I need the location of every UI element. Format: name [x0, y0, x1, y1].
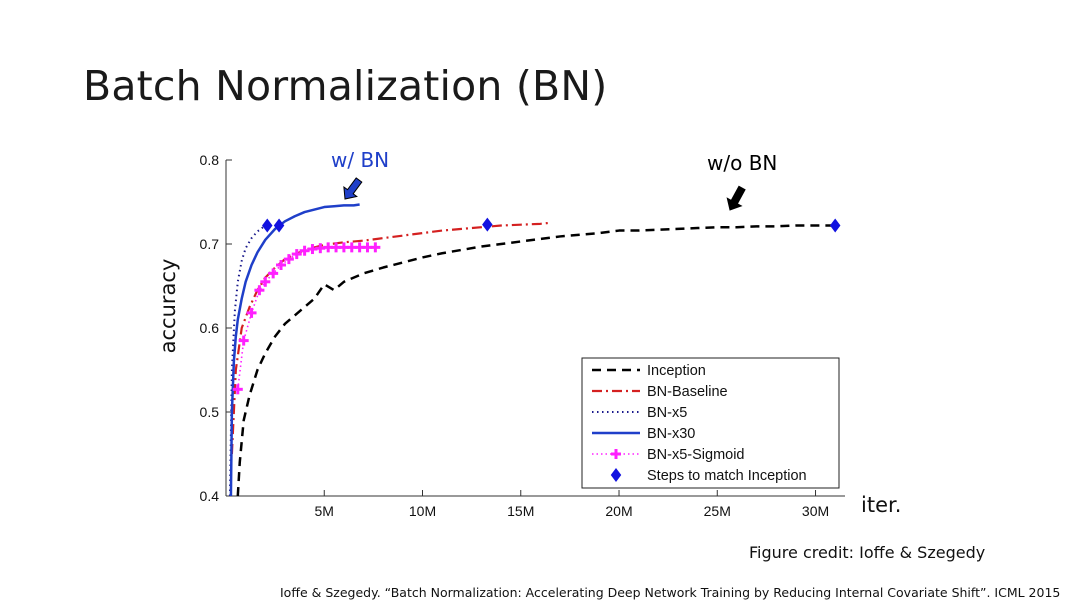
- data-point-bn-x5-sigmoid: [232, 384, 243, 395]
- annotation-w-o-bn: w/o BN: [707, 151, 777, 175]
- legend-box: [581, 357, 840, 489]
- chart-axes: 0.4 0.5 0.6 0.7 0.8 5M 10M 15M 20M 25M 30M: [200, 152, 845, 519]
- series-line-bn-x5: [228, 224, 266, 497]
- legend-marker: [610, 468, 622, 482]
- data-point-steps-to-match-inception: [262, 218, 273, 233]
- data-point-bn-x5-sigmoid: [291, 249, 302, 260]
- data-point-bn-x5-sigmoid: [370, 242, 381, 253]
- legend-item-bn-x5-sigmoid: BN-x5-Sigmoid: [592, 447, 745, 463]
- series-bn-x30: [229, 203, 360, 497]
- data-point-bn-x5-sigmoid: [268, 268, 279, 279]
- figure-credit: Figure credit: Ioffe & Szegedy: [749, 543, 986, 562]
- y-tick-label: 0.5: [200, 404, 220, 420]
- x-tick-label: 5M: [315, 503, 334, 519]
- chart-series: [228, 203, 841, 497]
- chart-annotations: w/ BN w/o BN: [331, 148, 777, 211]
- arrow-icon: [726, 185, 746, 211]
- arrow-shape: [343, 177, 363, 200]
- data-point-steps-to-match-inception: [829, 218, 841, 233]
- legend-label: BN-x5-Sigmoid: [647, 447, 745, 463]
- legend-label: Inception: [647, 363, 706, 379]
- legend-label: BN-Baseline: [647, 384, 728, 400]
- x-tick-label: 30M: [802, 503, 829, 519]
- legend-label: BN-x5: [647, 405, 687, 421]
- data-point-steps-to-match-inception: [273, 218, 285, 233]
- arrow-icon: [343, 177, 363, 200]
- citation: Ioffe & Szegedy. “Batch Normalization: A…: [280, 585, 1061, 600]
- chart-legend: Inception BN-Baseline BN-x5 BN-x30 BN-x5-Sig…: [581, 357, 840, 489]
- y-tick-label: 0.7: [200, 236, 220, 252]
- legend-label: Steps to match Inception: [647, 468, 807, 484]
- y-tick-label: 0.4: [200, 488, 220, 504]
- data-point-bn-x5-sigmoid: [299, 245, 310, 256]
- series-inception: [236, 224, 836, 497]
- series-steps-to-match-inception: [262, 217, 841, 233]
- x-tick-label: 25M: [704, 503, 731, 519]
- series-line-bn-baseline: [230, 221, 549, 455]
- legend-item-inception: Inception: [592, 363, 706, 379]
- arrow-shape: [726, 185, 746, 211]
- x-axis-label: iter.: [861, 493, 902, 517]
- legend-item-bn-baseline: BN-Baseline: [592, 384, 728, 400]
- data-point-bn-x5-sigmoid: [246, 307, 257, 318]
- data-point-steps-to-match-inception: [482, 217, 493, 232]
- data-point-bn-x5-sigmoid: [283, 254, 294, 265]
- series-line-inception: [236, 224, 836, 497]
- series-bn-x5-sigmoid: [232, 242, 381, 395]
- data-point-bn-x5-sigmoid: [238, 335, 249, 346]
- legend-item-bn-x5: BN-x5: [592, 405, 687, 421]
- series-line-bn-x5-sigmoid: [236, 246, 376, 390]
- series-bn-x5: [228, 224, 266, 497]
- data-point-bn-x5-sigmoid: [260, 276, 271, 287]
- series-bn-baseline: [230, 221, 549, 455]
- x-tick-label: 20M: [605, 503, 632, 519]
- data-point-bn-x5-sigmoid: [276, 260, 287, 270]
- legend-marker: [611, 449, 621, 459]
- y-tick-label: 0.6: [200, 320, 220, 336]
- data-point-bn-x5-sigmoid: [254, 285, 265, 296]
- annotation-w-bn: w/ BN: [331, 148, 389, 172]
- legend-item-bn-x30: BN-x30: [592, 426, 695, 442]
- series-line-bn-x30: [229, 203, 360, 497]
- x-tick-label: 10M: [409, 503, 436, 519]
- legend-item-steps-to-match-inception: Steps to match Inception: [610, 468, 807, 484]
- legend-label: BN-x30: [647, 426, 695, 442]
- y-tick-label: 0.8: [200, 152, 220, 168]
- slide-title: Batch Normalization (BN): [83, 62, 608, 110]
- x-tick-label: 15M: [507, 503, 534, 519]
